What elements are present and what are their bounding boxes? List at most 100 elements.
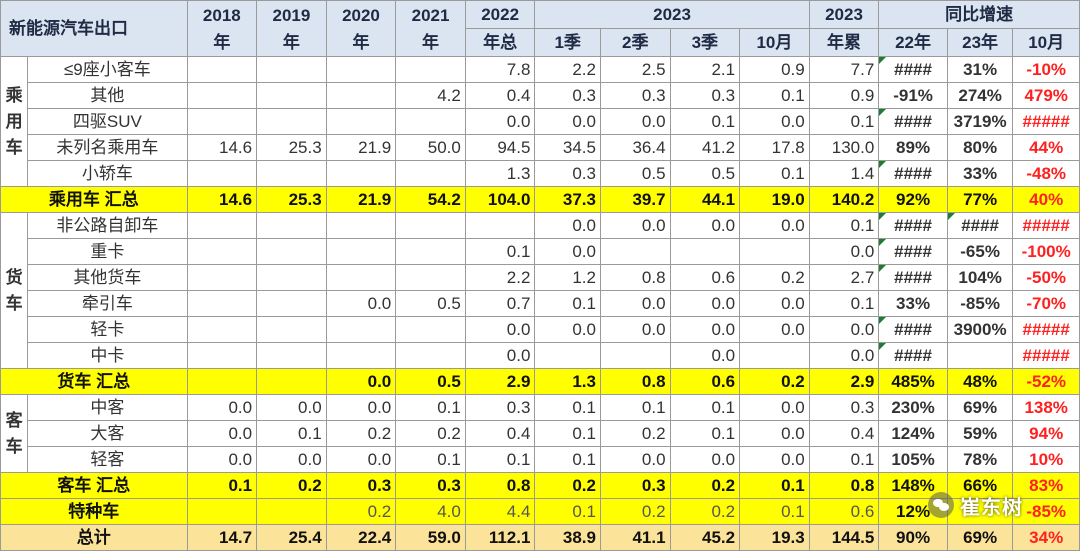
- growth-cell: [946, 498, 1014, 525]
- value-cell: 0.1: [256, 420, 327, 447]
- value-cell: 14.7: [186, 524, 258, 551]
- value-cell: 0.6: [669, 264, 741, 291]
- value-cell: 14.6: [186, 134, 258, 161]
- value-cell: [325, 212, 397, 239]
- value-cell: 45.2: [669, 524, 741, 551]
- value-cell: 0.0: [739, 212, 810, 239]
- value-cell: 0.0: [599, 108, 671, 135]
- value-cell: 21.9: [325, 186, 397, 213]
- value-cell: 0.1: [808, 108, 880, 135]
- growth-cell: ####: [878, 342, 948, 369]
- value-cell: [186, 264, 258, 291]
- value-cell: 0.0: [599, 212, 671, 239]
- value-cell: 0.9: [808, 82, 880, 109]
- value-cell: [256, 368, 327, 395]
- value-cell: 0.5: [669, 160, 741, 187]
- header-yoy: 同比增速: [878, 0, 1080, 29]
- row-label: 其他: [27, 82, 188, 109]
- value-cell: 21.9: [325, 134, 397, 161]
- value-cell: 0.8: [599, 264, 671, 291]
- value-cell: 0.3: [464, 394, 536, 421]
- value-cell: [395, 212, 466, 239]
- value-cell: 19.0: [739, 186, 810, 213]
- value-cell: [256, 56, 327, 83]
- value-cell: 41.1: [599, 524, 671, 551]
- row-label: 小轿车: [27, 160, 188, 187]
- watermark-text: 崔东树: [960, 496, 1023, 519]
- growth-cell: 34%: [1012, 524, 1080, 551]
- table-row: 货车 非公路自卸车 0.0 0.0 0.0 0.0 0.1 #### #### #####: [0, 212, 1080, 369]
- table-row: 中卡 0.0 0.0 0.0 #### #####: [1, 342, 1080, 369]
- value-cell: 0.0: [808, 238, 880, 265]
- row-label: 货车 汇总: [0, 368, 188, 395]
- value-cell: [325, 316, 397, 343]
- value-cell: [325, 238, 397, 265]
- row-label: 大客: [27, 420, 188, 447]
- header-2023-cum-label: 年累: [808, 28, 880, 57]
- row-label: 牵引车: [27, 290, 188, 317]
- value-cell: [256, 82, 327, 109]
- value-cell: 0.0: [669, 342, 741, 369]
- growth-cell: #####: [1012, 212, 1080, 239]
- group-label-truck: 货车: [0, 212, 29, 369]
- value-cell: 0.2: [669, 472, 741, 499]
- growth-cell: ####: [878, 316, 948, 343]
- table-row: 客车 中客 0.0 0.0 0.0 0.1 0.3 0.1 0.1 0.1 0.0 0.3 230% 69…: [0, 394, 1080, 473]
- value-cell: 0.4: [464, 420, 536, 447]
- row-label: 乘用车 汇总: [0, 186, 188, 213]
- growth-cell: 92%: [878, 186, 948, 213]
- row-label: 非公路自卸车: [27, 212, 188, 239]
- row-label: 轻卡: [27, 316, 188, 343]
- value-cell: 0.4: [464, 82, 536, 109]
- value-cell: 130.0: [808, 134, 880, 161]
- value-cell: 0.1: [739, 160, 810, 187]
- header-2022-total: 年总: [464, 28, 536, 57]
- value-cell: 0.0: [739, 108, 810, 135]
- value-cell: 0.0: [325, 368, 397, 395]
- value-cell: 0.1: [669, 108, 741, 135]
- value-cell: 0.1: [534, 394, 601, 421]
- value-cell: 0.3: [534, 82, 601, 109]
- header-q3: 3季: [669, 28, 741, 57]
- value-cell: 0.5: [395, 368, 466, 395]
- value-cell: 0.6: [808, 498, 880, 525]
- value-cell: 4.4: [464, 498, 536, 525]
- row-label: 未列名乘用车: [27, 134, 188, 161]
- value-cell: 0.0: [599, 290, 671, 317]
- value-cell: 0.0: [739, 446, 810, 473]
- growth-cell: ####: [878, 56, 948, 83]
- value-cell: 0.1: [808, 212, 880, 239]
- table-row: 轻客 0.0 0.0 0.0 0.1 0.1 0.1 0.0 0.0 0.0 0.1 105% 78% 1…: [1, 446, 1080, 473]
- value-cell: 140.2: [808, 186, 880, 213]
- growth-cell: 78%: [946, 446, 1014, 473]
- value-cell: [325, 264, 397, 291]
- row-label: 中客: [27, 394, 188, 421]
- header-2023-cum: 2023: [808, 0, 880, 29]
- value-cell: 4.0: [395, 498, 466, 525]
- value-cell: [325, 342, 397, 369]
- value-cell: 0.1: [808, 446, 880, 473]
- growth-cell: -85%: [946, 290, 1014, 317]
- growth-cell: 77%: [946, 186, 1014, 213]
- value-cell: 0.2: [599, 498, 671, 525]
- header-yoy-22: 22年: [878, 28, 948, 57]
- growth-cell: -65%: [946, 238, 1014, 265]
- value-cell: 1.2: [534, 264, 601, 291]
- value-cell: [186, 290, 258, 317]
- value-cell: 0.9: [739, 56, 810, 83]
- value-cell: 0.2: [599, 420, 671, 447]
- value-cell: 2.2: [534, 56, 601, 83]
- value-cell: 112.1: [464, 524, 536, 551]
- growth-cell: -48%: [1012, 160, 1080, 187]
- row-label: 其他货车: [27, 264, 188, 291]
- growth-cell: 48%: [946, 368, 1014, 395]
- value-cell: [256, 238, 327, 265]
- value-cell: 14.6: [186, 186, 258, 213]
- value-cell: 37.3: [534, 186, 601, 213]
- value-cell: 0.8: [599, 368, 671, 395]
- value-cell: 0.3: [325, 472, 397, 499]
- value-cell: [186, 56, 258, 83]
- growth-cell: ####: [878, 238, 948, 265]
- value-cell: 7.8: [464, 56, 536, 83]
